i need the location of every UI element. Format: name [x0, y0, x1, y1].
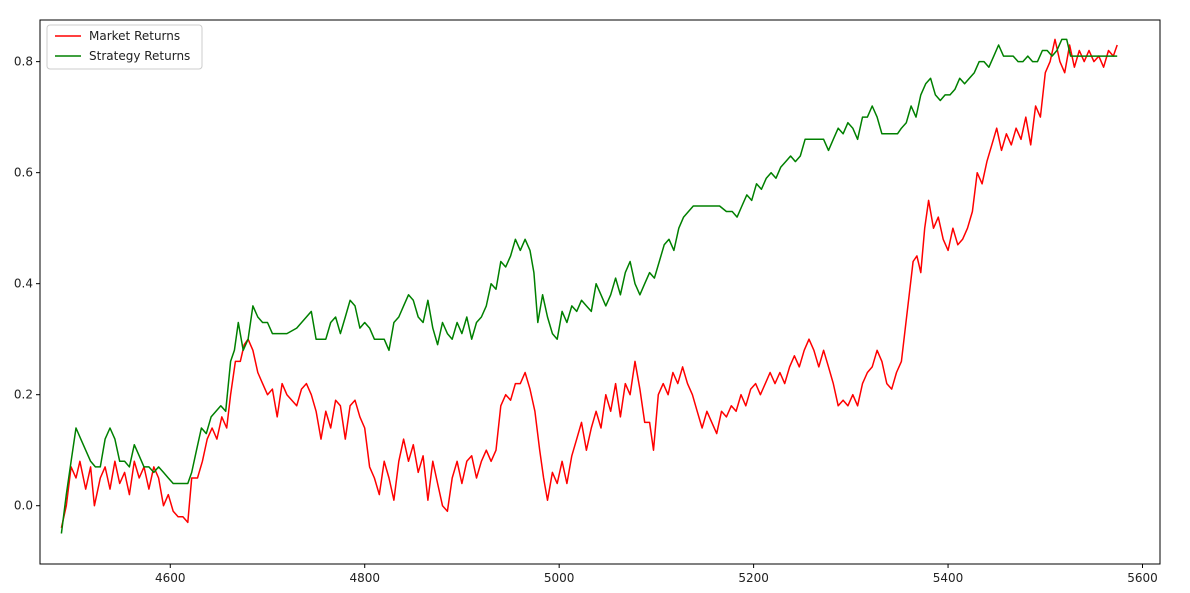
y-tick-label: 0.4 — [14, 277, 33, 291]
x-axis: 4600 4800 5000 5200 5400 5600 — [155, 564, 1158, 585]
y-tick-label: 0.8 — [14, 55, 33, 69]
series-line-strategy-returns — [60, 38, 1118, 534]
x-tick-label: 5600 — [1127, 571, 1158, 585]
legend-label-strategy-returns: Strategy Returns — [89, 49, 190, 63]
y-tick-label: 0.0 — [14, 499, 33, 513]
x-tick-label: 5200 — [738, 571, 769, 585]
x-tick-label: 5000 — [544, 571, 575, 585]
x-tick-label: 4800 — [349, 571, 380, 585]
plot-area-frame — [39, 19, 1161, 565]
plot-lines — [60, 38, 1118, 534]
x-tick-label: 4600 — [155, 571, 186, 585]
y-axis: 0.0 0.2 0.4 0.6 0.8 — [14, 55, 40, 513]
legend-label-market-returns: Market Returns — [89, 29, 180, 43]
legend-box — [46, 24, 203, 70]
x-tick-label: 5400 — [933, 571, 964, 585]
y-tick-label: 0.2 — [14, 388, 33, 402]
series-line-market-returns — [60, 38, 1118, 529]
y-tick-label: 0.6 — [14, 166, 33, 180]
legend: Market Returns Strategy Returns — [46, 24, 203, 70]
